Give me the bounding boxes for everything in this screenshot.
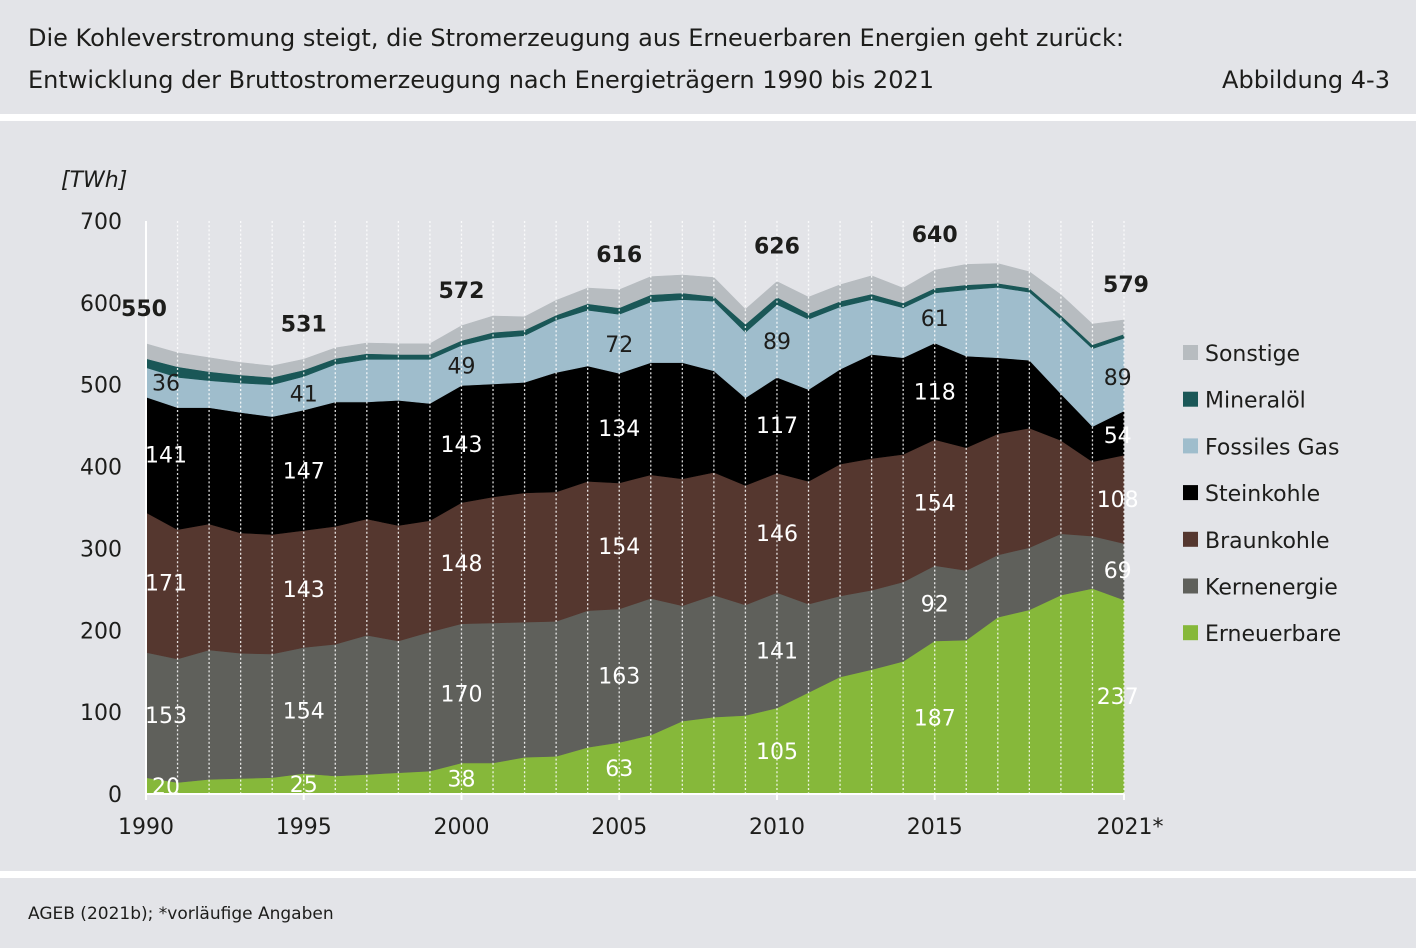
legend: Sonstige Mineralöl Fossiles Gas Steinkohle B…: [1183, 342, 1341, 647]
separator-bottom: [0, 871, 1416, 878]
label-braunkohle-2005: 154: [598, 535, 640, 560]
legend-label-fossiles-gas: Fossiles Gas: [1205, 435, 1339, 460]
label-kernenergie-2005: 163: [598, 665, 640, 690]
label-steinkohle-2021: 54: [1104, 424, 1132, 449]
total-label-2015: 640: [912, 223, 958, 248]
y-tick-label-500: 500: [80, 374, 122, 399]
label-braunkohle-1995: 143: [283, 578, 325, 603]
y-tick-label-600: 600: [80, 292, 122, 317]
x-tick-label-2000: 2000: [433, 815, 489, 840]
y-tick-label-700: 700: [80, 210, 122, 235]
label-steinkohle-2005: 134: [598, 417, 640, 442]
y-tick-label-0: 0: [108, 783, 122, 808]
legend-swatch-fossiles-gas: [1183, 438, 1198, 454]
axes: 0 100 200 300 400 500 600 700 [TWh] 1990 1995 2000 2…: [61, 168, 1164, 840]
y-tick-label-300: 300: [80, 537, 122, 562]
label-kernenergie-2015: 92: [921, 592, 949, 617]
x-tick-label-1995: 1995: [276, 815, 332, 840]
label-fossiles-gas-2005: 72: [605, 333, 633, 358]
area-sonstige: [145, 263, 1125, 378]
label-erneuerbare-2000: 38: [447, 767, 475, 792]
legend-swatch-steinkohle: [1183, 485, 1198, 501]
x-tick-label-2005: 2005: [591, 815, 647, 840]
stacked-area-chart: 0 100 200 300 400 500 600 700 [TWh] 1990 1995 2000 2…: [61, 168, 1341, 840]
figure-number: Abbildung 4-3: [1222, 66, 1390, 94]
y-tick-label-200: 200: [80, 619, 122, 644]
label-fossiles-gas-1990: 36: [152, 371, 180, 396]
label-steinkohle-2015: 118: [914, 380, 956, 405]
label-kernenergie-1990: 153: [145, 704, 187, 729]
y-tick-label-400: 400: [80, 456, 122, 481]
legend-label-erneuerbare: Erneuerbare: [1205, 622, 1341, 647]
x-tick-label-2010: 2010: [749, 815, 805, 840]
label-kernenergie-2021: 69: [1104, 559, 1132, 584]
legend-label-braunkohle: Braunkohle: [1205, 529, 1330, 554]
label-kernenergie-2000: 170: [440, 682, 482, 707]
total-label-2021: 579: [1103, 273, 1149, 298]
y-tick-label-100: 100: [80, 701, 122, 726]
label-kernenergie-2010: 141: [756, 639, 798, 664]
legend-label-mineralol: Mineralöl: [1205, 389, 1306, 414]
series-value-labels: 20 25 38 63 105 187 237 153 154 170 163 141 92 69 171 1…: [145, 307, 1139, 800]
legend-swatch-sonstige: [1183, 345, 1198, 360]
label-fossiles-gas-1995: 41: [290, 382, 318, 407]
label-erneuerbare-2005: 63: [605, 757, 633, 782]
total-label-2000: 572: [439, 279, 485, 304]
total-label-1990: 550: [121, 297, 167, 322]
separator-top: [0, 114, 1416, 121]
legend-swatch-kernenergie: [1183, 578, 1198, 594]
x-tick-label-1990: 1990: [118, 815, 174, 840]
label-erneuerbare-2021: 237: [1097, 685, 1139, 710]
total-label-1995: 531: [281, 312, 327, 337]
label-fossiles-gas-2010: 89: [763, 330, 791, 355]
total-label-2005: 616: [596, 243, 642, 268]
chart-title-line-2: Entwicklung der Bruttostromerzeugung nac…: [28, 66, 935, 94]
legend-label-sonstige: Sonstige: [1205, 342, 1300, 367]
label-braunkohle-2015: 154: [914, 492, 956, 517]
label-steinkohle-2000: 143: [440, 433, 482, 458]
chart-title-line-1: Die Kohleverstromung steigt, die Stromer…: [28, 24, 1124, 52]
total-labels: 550 531 572 616 626 640 579: [121, 223, 1149, 337]
legend-swatch-erneuerbare: [1183, 625, 1198, 641]
y-axis-label: [TWh]: [61, 168, 127, 193]
label-erneuerbare-1995: 25: [290, 773, 318, 798]
source-note: AGEB (2021b); *vorläufige Angaben: [28, 904, 334, 924]
label-fossiles-gas-2021: 89: [1104, 366, 1132, 391]
label-fossiles-gas-2000: 49: [447, 354, 475, 379]
legend-swatch-braunkohle: [1183, 531, 1198, 547]
legend-label-steinkohle: Steinkohle: [1205, 482, 1320, 507]
label-braunkohle-2021: 108: [1097, 488, 1139, 513]
label-steinkohle-2010: 117: [756, 414, 798, 439]
label-braunkohle-2000: 148: [440, 552, 482, 577]
chart-area: 0 100 200 300 400 500 600 700 [TWh] 1990 1995 2000 2…: [0, 121, 1416, 871]
label-braunkohle-1990: 171: [145, 571, 187, 596]
x-tick-label-2021: 2021*: [1097, 815, 1164, 840]
label-steinkohle-1995: 147: [283, 459, 325, 484]
total-label-2010: 626: [754, 235, 800, 260]
legend-swatch-mineralol: [1183, 391, 1198, 407]
label-fossiles-gas-2015: 61: [921, 307, 949, 332]
label-steinkohle-1990: 141: [145, 444, 187, 469]
label-erneuerbare-2015: 187: [914, 706, 956, 731]
header: Die Kohleverstromung steigt, die Stromer…: [0, 0, 1416, 114]
area-layers: [145, 263, 1125, 795]
legend-label-kernenergie: Kernenergie: [1205, 576, 1338, 601]
label-braunkohle-2010: 146: [756, 522, 798, 547]
label-erneuerbare-2010: 105: [756, 740, 798, 765]
x-tick-label-2015: 2015: [907, 815, 963, 840]
label-erneuerbare-1990: 20: [152, 775, 180, 800]
label-kernenergie-1995: 154: [283, 700, 325, 725]
